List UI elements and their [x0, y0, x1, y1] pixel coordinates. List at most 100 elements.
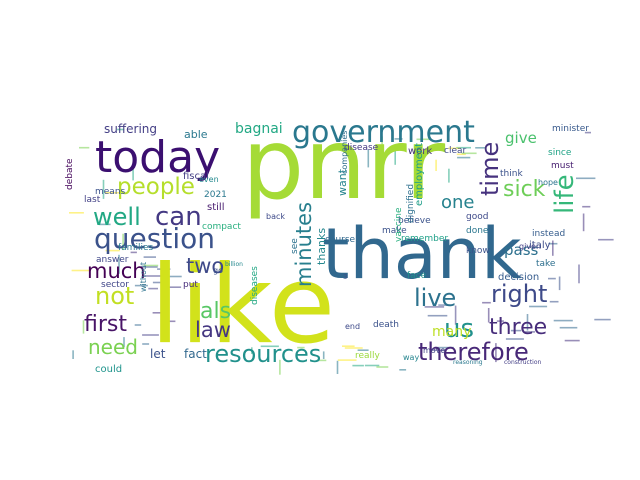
- cloud-word-families: families: [118, 243, 153, 253]
- tiny-word-mark: [582, 205, 591, 208]
- tiny-word-mark: [417, 148, 419, 162]
- tiny-word-mark: [553, 319, 573, 322]
- tiny-word-mark: [461, 152, 477, 155]
- cloud-word-people: people: [117, 174, 195, 200]
- tiny-word-mark: [376, 366, 389, 368]
- cloud-word-decision: decision: [498, 272, 539, 283]
- cloud-word-employment: employment: [414, 143, 425, 206]
- cloud-word-government: government: [292, 115, 475, 150]
- cloud-word-two: two: [186, 254, 224, 278]
- tiny-word-mark: [448, 168, 450, 183]
- tiny-word-mark: [102, 179, 105, 199]
- tiny-word-mark: [142, 343, 150, 345]
- tiny-word-mark: [132, 168, 134, 181]
- tiny-word-mark: [564, 339, 580, 342]
- cloud-word-end: end: [345, 322, 360, 331]
- cloud-word-als: als: [200, 299, 231, 324]
- tiny-word-mark: [122, 233, 124, 251]
- tiny-word-mark: [552, 240, 554, 256]
- tiny-word-mark: [169, 320, 176, 323]
- tiny-word-mark: [432, 349, 446, 351]
- tiny-word-mark: [394, 148, 396, 165]
- cloud-word-without: without: [139, 262, 148, 292]
- tiny-word-mark: [98, 223, 111, 226]
- tiny-word-mark: [364, 364, 380, 367]
- tiny-word-mark: [558, 276, 561, 291]
- cloud-word-could: could: [95, 364, 122, 375]
- cloud-word-us: us: [444, 314, 474, 344]
- tiny-word-mark: [336, 360, 339, 374]
- tiny-word-mark: [482, 301, 491, 304]
- cloud-word-even: even: [199, 175, 219, 184]
- cloud-word-billion: billion: [225, 261, 243, 268]
- tiny-word-mark: [456, 146, 471, 149]
- cloud-word-given: given: [519, 242, 541, 251]
- cloud-word-pnrr: pnrr: [242, 108, 446, 222]
- cloud-word-not: not: [95, 282, 134, 310]
- cloud-word-can: can: [155, 202, 202, 232]
- tiny-word-mark: [152, 312, 165, 314]
- cloud-word-three: three: [489, 315, 547, 340]
- cloud-word-well: well: [93, 203, 141, 231]
- cloud-word-compact: compact: [202, 222, 241, 232]
- cloud-word-therefore: therefore: [418, 338, 529, 366]
- tiny-word-mark: [584, 131, 591, 134]
- cloud-word-hope: hope: [538, 178, 558, 187]
- tiny-word-mark: [505, 338, 524, 340]
- tiny-word-mark: [260, 345, 279, 348]
- cloud-word-put: put: [183, 280, 198, 290]
- cloud-word-remember: remember: [401, 234, 448, 244]
- cloud-word-go: go: [213, 266, 223, 275]
- cloud-word-work: work: [408, 146, 432, 157]
- cloud-word-fact: fact: [184, 347, 207, 361]
- tiny-word-mark: [529, 305, 548, 308]
- tiny-word-mark: [152, 281, 162, 284]
- cloud-word-one: one: [441, 192, 475, 213]
- tiny-word-mark: [148, 287, 158, 290]
- cloud-word-thank: thank: [322, 213, 522, 295]
- tiny-word-mark: [297, 346, 305, 349]
- tiny-word-mark: [79, 146, 90, 149]
- tiny-word-mark: [123, 337, 125, 348]
- cloud-word-really: really: [355, 351, 381, 361]
- tiny-word-mark: [424, 306, 445, 308]
- cloud-word-done: done: [466, 226, 489, 236]
- tiny-word-mark: [322, 351, 325, 359]
- cloud-word-time: time: [476, 142, 504, 196]
- cloud-word-italy: italy: [529, 240, 551, 251]
- cloud-word-answer: answer: [96, 255, 129, 265]
- tiny-word-mark: [357, 349, 369, 351]
- cloud-word-face: face: [407, 271, 427, 281]
- cloud-word-like: like: [150, 243, 335, 368]
- tiny-word-mark: [344, 347, 363, 349]
- cloud-word-minutes: minutes: [292, 202, 316, 287]
- cloud-word-thanks: thanks: [315, 228, 328, 265]
- cloud-word-way: way: [403, 353, 419, 362]
- tiny-word-mark: [82, 320, 85, 334]
- tiny-word-mark: [279, 359, 281, 375]
- cloud-word-2021: 2021: [204, 190, 227, 200]
- tiny-word-mark: [448, 147, 461, 150]
- tiny-word-mark: [416, 138, 431, 141]
- tiny-word-mark: [399, 369, 407, 371]
- tiny-word-mark: [495, 343, 497, 363]
- cloud-word-first: first: [84, 312, 127, 337]
- cloud-word-clear: clear: [444, 146, 467, 156]
- tiny-word-mark: [457, 156, 471, 159]
- tiny-word-mark: [548, 277, 556, 280]
- cloud-word-want: want: [336, 168, 349, 196]
- cloud-word-dignified: dignified: [406, 184, 416, 223]
- cloud-word-3: 3: [343, 273, 347, 281]
- tiny-word-mark: [143, 256, 156, 258]
- cloud-word-know: know: [466, 246, 490, 256]
- cloud-word-live: live: [414, 284, 456, 312]
- cloud-word-still: still: [207, 202, 224, 213]
- tiny-word-mark: [142, 266, 158, 268]
- tiny-word-mark: [142, 334, 159, 336]
- tiny-word-mark: [104, 192, 120, 194]
- tiny-word-mark: [251, 347, 253, 354]
- tiny-word-mark: [130, 251, 137, 254]
- tiny-word-mark: [71, 269, 91, 272]
- cloud-word-able: able: [184, 128, 208, 141]
